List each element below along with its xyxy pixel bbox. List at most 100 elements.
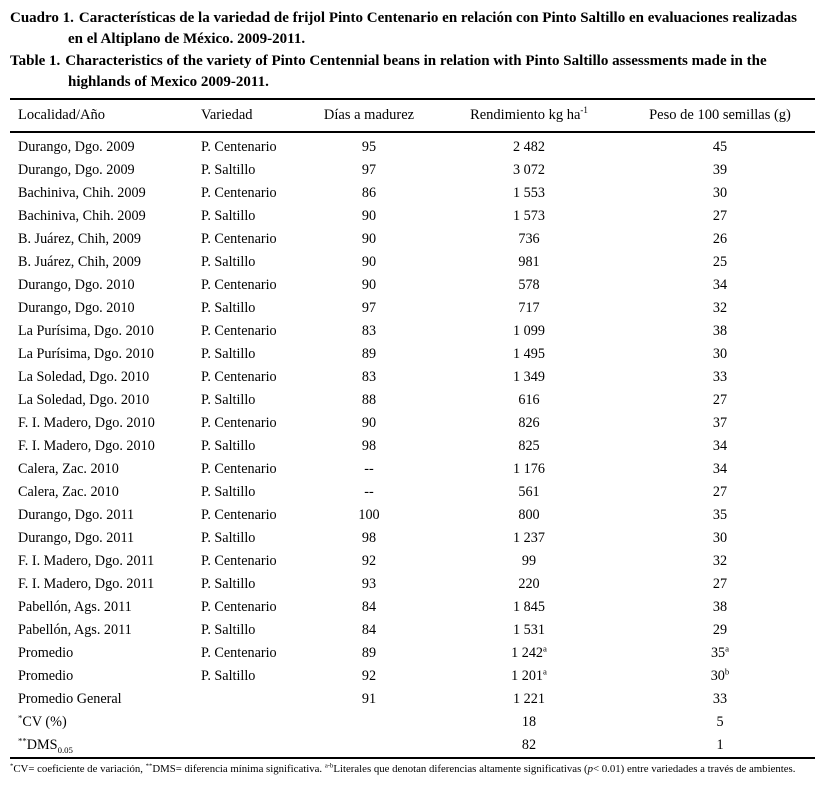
table-row: Durango, Dgo. 2011 P. Saltillo 98 1 237 30 xyxy=(10,527,815,550)
cell-localidad: Calera, Zac. 2010 xyxy=(18,460,119,477)
cell-dias: 100 xyxy=(358,506,380,523)
cell-localidad: **DMS0.05 xyxy=(18,735,73,755)
cell-dias: 86 xyxy=(361,184,377,201)
column-header-rendimiento: Rendimiento kg ha-1 xyxy=(470,104,588,123)
cell-localidad: F. I. Madero, Dgo. 2010 xyxy=(18,414,155,431)
cell-localidad: F. I. Madero, Dgo. 2011 xyxy=(18,552,155,569)
cell-variedad: P. Saltillo xyxy=(201,391,256,408)
cell-localidad: Durango, Dgo. 2010 xyxy=(18,299,135,316)
cell-dias: 89 xyxy=(361,345,377,362)
cell-variedad: P. Saltillo xyxy=(201,161,256,178)
cell-rendimiento: 1 221 xyxy=(513,690,545,707)
cell-localidad: La Soledad, Dgo. 2010 xyxy=(18,368,150,385)
table-row: Bachiniva, Chih. 2009 P. Saltillo 90 1 573 2… xyxy=(10,205,815,228)
cell-localidad: Bachiniva, Chih. 2009 xyxy=(18,207,146,224)
column-header-localidad: Localidad/Año xyxy=(18,106,105,123)
table-row: La Soledad, Dgo. 2010 P. Centenario 83 1 34… xyxy=(10,366,815,389)
cell-localidad: Pabellón, Ags. 2011 xyxy=(18,621,132,638)
cell-peso: 34 xyxy=(712,276,728,293)
table-row: Pabellón, Ags. 2011 P. Centenario 84 1 845 3… xyxy=(10,596,815,619)
cell-rendimiento: 3 072 xyxy=(513,161,545,178)
cell-rendimiento: 99 xyxy=(521,552,537,569)
cell-dias: 93 xyxy=(361,575,377,592)
caption-spanish: Cuadro 1. Características de la variedad … xyxy=(10,8,815,49)
cell-peso: 27 xyxy=(712,391,728,408)
cell-rendimiento: 1 349 xyxy=(513,368,545,385)
cell-rendimiento: 1 531 xyxy=(513,621,545,638)
cell-localidad: Durango, Dgo. 2011 xyxy=(18,529,135,546)
cell-peso: 38 xyxy=(712,598,728,615)
cell-rendimiento: 82 xyxy=(521,736,537,753)
cell-variedad: P. Saltillo xyxy=(201,437,256,454)
cell-peso: 37 xyxy=(712,414,728,431)
cell-localidad: La Purísima, Dgo. 2010 xyxy=(18,322,154,339)
cell-variedad xyxy=(193,734,305,757)
cell-localidad: Durango, Dgo. 2011 xyxy=(18,506,135,523)
cell-dias: -- xyxy=(364,460,374,477)
table-row: Durango, Dgo. 2011 P. Centenario 100 800 35 xyxy=(10,504,815,527)
cell-localidad: Promedio xyxy=(18,667,74,684)
cell-peso: 35a xyxy=(710,643,730,661)
cell-dias: 90 xyxy=(361,230,377,247)
cell-dias xyxy=(305,711,433,734)
cell-peso: 5 xyxy=(716,713,724,730)
cell-dias: 90 xyxy=(361,253,377,270)
cell-localidad: Durango, Dgo. 2009 xyxy=(18,138,135,155)
caption-spanish-text: Características de la variedad de frijol… xyxy=(68,10,798,47)
cell-localidad: Durango, Dgo. 2009 xyxy=(18,161,135,178)
cell-rendimiento: 1 176 xyxy=(513,460,545,477)
cell-dias: 92 xyxy=(361,667,377,684)
cell-dias: 83 xyxy=(361,322,377,339)
cell-dias: 98 xyxy=(361,529,377,546)
table-footnote: *CV= coeficiente de variación, **DMS= di… xyxy=(10,756,815,778)
cell-rendimiento: 800 xyxy=(518,506,540,523)
cell-rendimiento: 1 242a xyxy=(511,643,547,661)
cell-rendimiento: 578 xyxy=(518,276,540,293)
table-row: F. I. Madero, Dgo. 2011 P. Centenario 92 99… xyxy=(10,550,815,573)
cell-peso: 30 xyxy=(712,345,728,362)
cell-rendimiento: 825 xyxy=(518,437,540,454)
cell-rendimiento: 1 237 xyxy=(513,529,545,546)
cell-variedad: P. Centenario xyxy=(201,552,277,569)
table-row: B. Juárez, Chih, 2009 P. Saltillo 90 981 25 xyxy=(10,251,815,274)
cell-variedad: P. Centenario xyxy=(201,598,277,615)
cell-rendimiento: 1 573 xyxy=(513,207,545,224)
cell-variedad: P. Saltillo xyxy=(201,253,256,270)
table-row: La Purísima, Dgo. 2010 P. Centenario 83 1 0… xyxy=(10,320,815,343)
cell-rendimiento: 220 xyxy=(518,575,540,592)
cell-variedad: P. Saltillo xyxy=(201,207,256,224)
cell-dias: 95 xyxy=(361,138,377,155)
cell-localidad: F. I. Madero, Dgo. 2011 xyxy=(18,575,155,592)
cell-peso: 30b xyxy=(710,666,730,684)
table-row: F. I. Madero, Dgo. 2011 P. Saltillo 93 220 2… xyxy=(10,573,815,596)
cell-peso: 32 xyxy=(712,552,728,569)
cell-peso: 26 xyxy=(712,230,728,247)
cell-rendimiento: 1 201a xyxy=(511,666,547,684)
cell-variedad: P. Centenario xyxy=(201,644,277,661)
cell-localidad: Promedio xyxy=(18,644,74,661)
cell-variedad: P. Saltillo xyxy=(201,621,256,638)
cell-peso: 35 xyxy=(712,506,728,523)
cell-dias: 89 xyxy=(361,644,377,661)
table-row: B. Juárez, Chih, 2009 P. Centenario 90 736 2… xyxy=(10,228,815,251)
cell-peso: 32 xyxy=(712,299,728,316)
table-row: Durango, Dgo. 2009 P. Centenario 95 2 482 45 xyxy=(10,132,815,159)
cell-dias: 90 xyxy=(361,276,377,293)
cell-variedad: P. Centenario xyxy=(201,230,277,247)
column-header-peso: Peso de 100 semillas (g) xyxy=(649,106,791,123)
cell-peso: 39 xyxy=(712,161,728,178)
cell-rendimiento: 2 482 xyxy=(513,138,545,155)
cell-dias: -- xyxy=(364,483,374,500)
cell-localidad: La Soledad, Dgo. 2010 xyxy=(18,391,150,408)
cell-variedad: P. Centenario xyxy=(201,276,277,293)
cell-peso: 30 xyxy=(712,184,728,201)
cell-localidad: Bachiniva, Chih. 2009 xyxy=(18,184,146,201)
cell-dias xyxy=(305,734,433,757)
cell-variedad: P. Centenario xyxy=(201,506,277,523)
column-header-dias: Días a madurez xyxy=(323,106,415,123)
cell-localidad: Calera, Zac. 2010 xyxy=(18,483,119,500)
cell-rendimiento: 717 xyxy=(518,299,540,316)
cell-peso: 33 xyxy=(712,368,728,385)
cell-rendimiento: 18 xyxy=(521,713,537,730)
